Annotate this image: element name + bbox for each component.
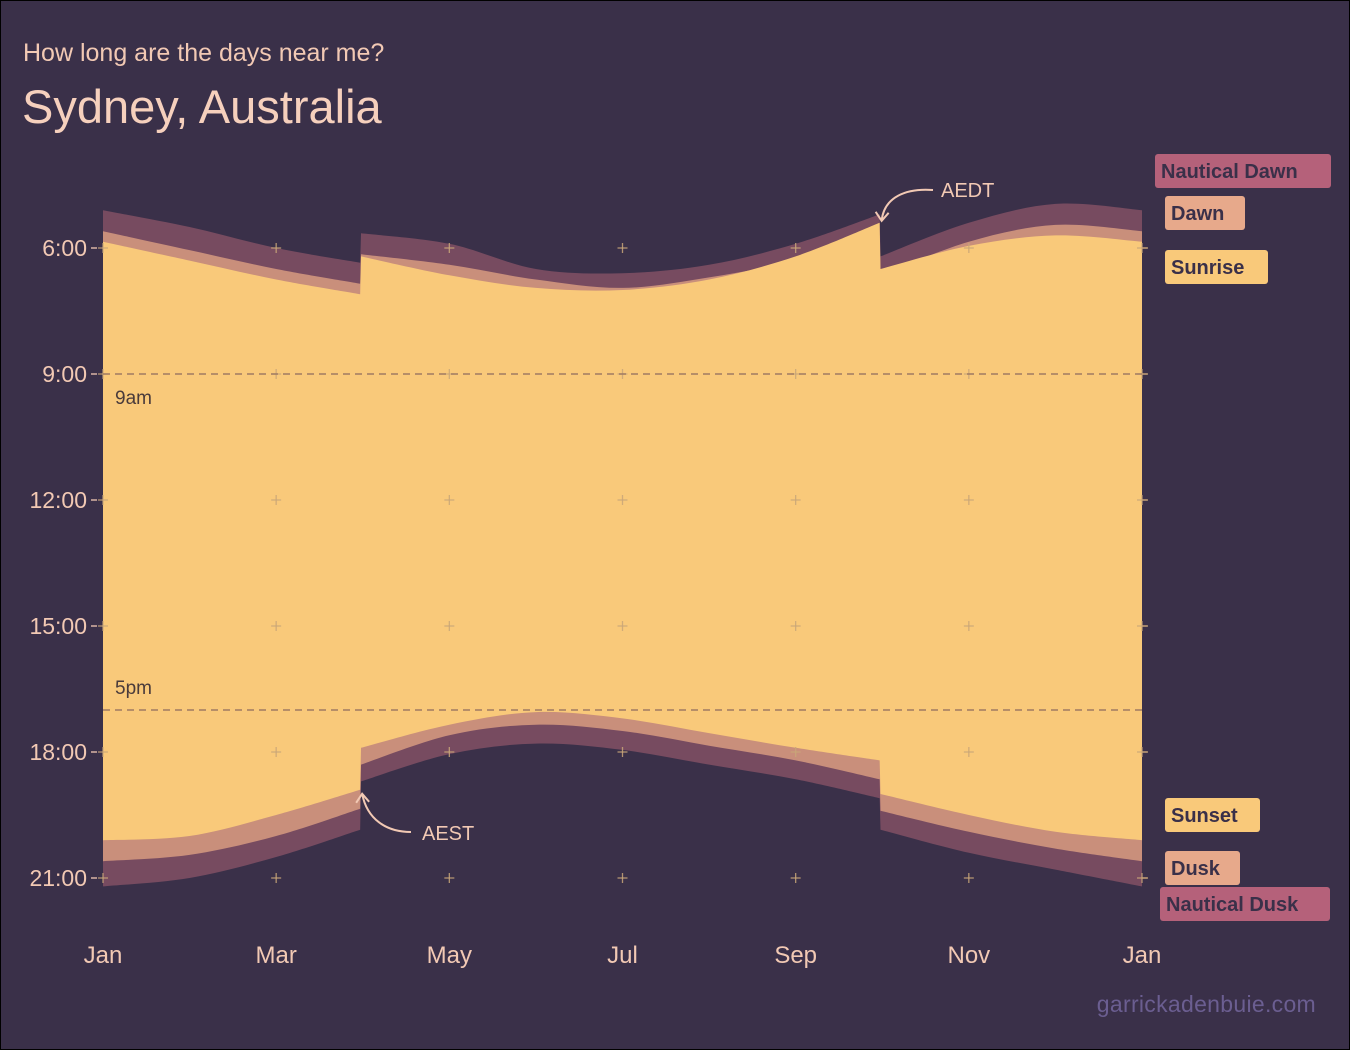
grid-plus-mark bbox=[617, 621, 628, 631]
chart-title: Sydney, Australia bbox=[22, 80, 382, 133]
x-tick-label: Jan bbox=[1123, 942, 1162, 969]
legend-label: Nautical Dusk bbox=[1166, 894, 1299, 916]
grid-plus-mark bbox=[790, 621, 801, 631]
grid-plus-mark bbox=[790, 873, 801, 883]
grid-plus-mark bbox=[790, 243, 801, 253]
legend-box bbox=[1165, 196, 1245, 230]
grid-plus-mark bbox=[271, 873, 282, 883]
legend-item-sunset: Sunset bbox=[1165, 798, 1260, 832]
credit-link[interactable]: garrickadenbuie.com bbox=[1096, 991, 1316, 1017]
legend-label: Nautical Dawn bbox=[1161, 161, 1298, 183]
y-tick-label: 9:00 bbox=[42, 361, 87, 387]
grid-plus-mark bbox=[271, 747, 282, 757]
x-tick-label: May bbox=[427, 942, 472, 969]
grid-plus-mark bbox=[444, 873, 455, 883]
legend-item-nautical-dusk: Nautical Dusk bbox=[1160, 887, 1330, 921]
grid-plus-mark bbox=[98, 873, 108, 883]
grid-plus-mark bbox=[271, 495, 282, 505]
aedt-label: AEDT bbox=[941, 180, 994, 202]
legend-box bbox=[1155, 154, 1331, 188]
legend-box bbox=[1160, 887, 1330, 921]
grid-plus-mark bbox=[617, 747, 628, 757]
legend-item-dawn: Dawn bbox=[1165, 196, 1245, 230]
legend-box bbox=[1165, 851, 1240, 885]
x-tick-label: Jul bbox=[607, 942, 638, 969]
grid-plus-mark bbox=[790, 495, 801, 505]
y-tick-label: 21:00 bbox=[29, 865, 87, 891]
y-tick-label: 18:00 bbox=[29, 739, 87, 765]
ref-line-label: 5pm bbox=[115, 678, 152, 699]
legend-item-dusk: Dusk bbox=[1165, 851, 1240, 885]
grid-marks bbox=[98, 243, 1147, 883]
grid-plus-mark bbox=[98, 747, 108, 757]
band-sunset bbox=[103, 521, 1142, 841]
legend-label: Dawn bbox=[1171, 203, 1224, 225]
y-tick-label: 6:00 bbox=[42, 235, 87, 261]
legend-label: Dusk bbox=[1171, 858, 1221, 880]
aedt-arrow bbox=[880, 188, 934, 221]
reference-lines: 9am 5pm bbox=[103, 373, 1142, 711]
legend: Nautical Dawn Dawn Sunrise Sunset Dusk Nautic… bbox=[1155, 154, 1331, 921]
legend-label: Sunset bbox=[1171, 805, 1238, 827]
grid-plus-mark bbox=[98, 495, 108, 505]
annotations: AEDT AEST bbox=[355, 180, 994, 845]
grid-plus-mark bbox=[271, 243, 282, 253]
legend-label: Sunrise bbox=[1171, 257, 1244, 279]
aest-label: AEST bbox=[422, 823, 474, 845]
legend-item-nautical-dawn: Nautical Dawn bbox=[1155, 154, 1331, 188]
grid-plus-mark bbox=[617, 495, 628, 505]
grid-plus-mark bbox=[617, 873, 628, 883]
grid-plus-mark bbox=[444, 621, 455, 631]
legend-box bbox=[1165, 798, 1260, 832]
grid-plus-mark bbox=[444, 495, 455, 505]
aedt-arrowhead bbox=[874, 211, 890, 223]
grid-plus-mark bbox=[444, 243, 455, 253]
grid-plus-mark bbox=[271, 621, 282, 631]
grid-plus-mark bbox=[444, 747, 455, 757]
grid-plus-mark bbox=[963, 243, 974, 253]
x-tick-label: Sep bbox=[774, 942, 817, 969]
x-tick-label: Mar bbox=[255, 942, 296, 969]
aest-arrowhead bbox=[355, 792, 370, 804]
y-tick-label: 15:00 bbox=[29, 613, 87, 639]
ref-line-label: 9am bbox=[115, 388, 152, 409]
x-tick-label: Jan bbox=[84, 942, 123, 969]
grid-plus-mark bbox=[963, 495, 974, 505]
grid-plus-mark bbox=[617, 243, 628, 253]
chart-subtitle: How long are the days near me? bbox=[23, 39, 385, 67]
grid-plus-mark bbox=[963, 621, 974, 631]
y-axis: 6:00 9:00 12:00 15:00 18:00 21:00 bbox=[29, 235, 1148, 891]
legend-item-sunrise: Sunrise bbox=[1165, 250, 1268, 284]
x-tick-label: Nov bbox=[947, 942, 990, 969]
band-layer bbox=[103, 203, 1142, 887]
y-tick-label: 12:00 bbox=[29, 487, 87, 513]
aest-arrow bbox=[361, 793, 412, 833]
grid-plus-mark bbox=[963, 747, 974, 757]
x-axis: Jan Mar May Jul Sep Nov Jan bbox=[84, 942, 1162, 969]
grid-plus-mark bbox=[98, 243, 108, 253]
grid-plus-mark bbox=[963, 873, 974, 883]
legend-box bbox=[1165, 250, 1268, 284]
grid-plus-mark bbox=[98, 621, 108, 631]
grid-plus-mark bbox=[790, 747, 801, 757]
